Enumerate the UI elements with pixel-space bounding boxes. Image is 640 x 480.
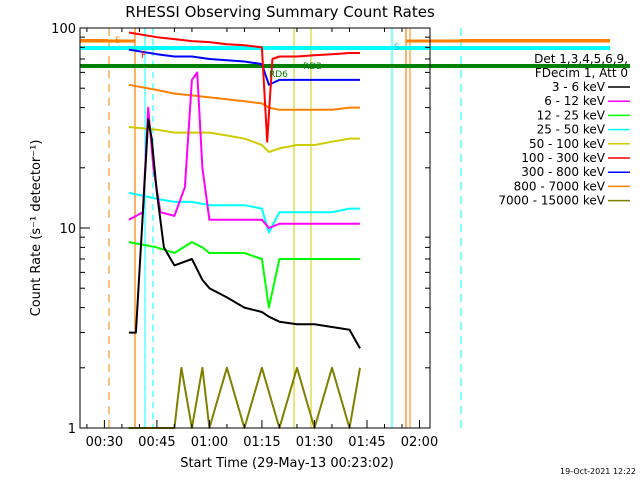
x-tick-label: 01:15 [243,435,280,450]
x-tick-label: 02:00 [401,435,438,450]
plot-area: S F RD6 RD2 S [80,28,630,429]
legend: Det 1,3,4,5,6,9, FDecim 1, Att 0 3 - 6 k… [498,52,630,208]
annotation-f: F [141,51,146,61]
legend-label: 100 - 300 keV [521,151,605,165]
annotation-rd2: RD2 [303,62,322,72]
legend-label: 12 - 25 keV [537,108,606,122]
legend-header-line-1: Det 1,3,4,5,6,9, [534,52,628,66]
legend-label: 7000 - 15000 keV [498,194,605,208]
series-line-12-25-kev [128,241,360,309]
x-axis: 00:30 00:45 01:00 01:15 01:30 01:45 02:00 [86,28,438,450]
annotations-layer: S F RD6 RD2 S [115,36,400,80]
legend-label: 3 - 6 keV [552,80,606,94]
y-tick-label: 10 [59,222,76,237]
marker-lines [108,28,462,428]
legend-label: 300 - 800 keV [521,165,605,179]
y-tick-label: 1 [68,422,76,437]
legend-label: 6 - 12 keV [544,94,606,108]
x-tick-label: 01:30 [296,435,333,450]
footer-timestamp: 19-Oct-2021 12:22 [560,467,636,476]
chart-title: RHESSI Observing Summary Count Rates [125,3,435,21]
series-line-100-300-kev [128,31,360,143]
status-bars [80,39,630,68]
x-tick-label: 00:45 [138,435,175,450]
x-tick-label: 01:45 [348,435,385,450]
y-axis: 1 10 100 [51,22,430,437]
x-axis-label: Start Time (29-May-13 00:23:02) [180,456,394,471]
x-tick-label: 01:00 [191,435,228,450]
legend-label: 25 - 50 keV [537,123,606,137]
annotation-s-left: S [115,36,121,46]
y-tick-label: 100 [51,22,76,37]
legend-label: 800 - 7000 keV [514,179,606,193]
legend-header-line-2: FDecim 1, Att 0 [535,66,628,80]
y-axis-label: Count Rate (s⁻¹ detector⁻¹) [29,140,44,317]
series-line-3-6-kev [128,118,361,349]
legend-label: 50 - 100 keV [529,137,606,151]
annotation-s-right: S [394,43,400,53]
x-tick-label: 00:30 [86,435,123,450]
annotation-rd6: RD6 [269,70,288,80]
series-line-800-7000-kev [128,83,360,111]
series-line-50-100-kev [128,126,360,153]
